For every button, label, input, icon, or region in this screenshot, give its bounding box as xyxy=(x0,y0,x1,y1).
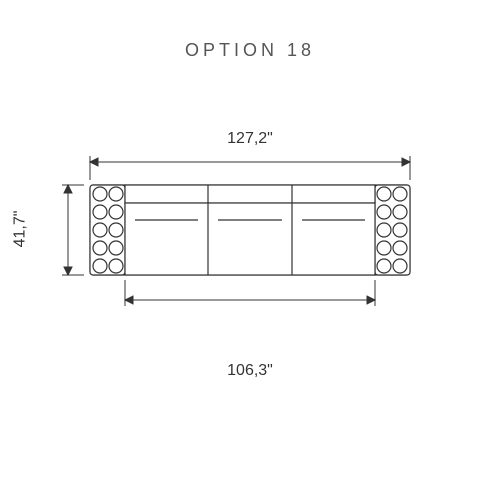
sofa-back-cushions xyxy=(125,185,375,203)
sofa-svg xyxy=(60,130,440,350)
dim-arrow-bottom xyxy=(125,280,375,306)
option-title: OPTION 18 xyxy=(0,40,500,61)
dim-arrow-top xyxy=(90,156,410,180)
dim-arrow-left xyxy=(62,185,84,275)
dimension-width-bottom: 106,3" xyxy=(60,362,440,380)
sofa-body xyxy=(90,185,410,275)
sofa-arm-left xyxy=(90,185,125,275)
dimension-height-left: 41,7" xyxy=(11,211,29,248)
sofa-diagram: 127,2" 41,7" 106,3" xyxy=(60,130,440,350)
sofa-seat-cushions xyxy=(125,203,375,275)
sofa-arm-right xyxy=(375,185,410,275)
diagram-container: OPTION 18 127,2" 41,7" 106,3" xyxy=(0,0,500,500)
